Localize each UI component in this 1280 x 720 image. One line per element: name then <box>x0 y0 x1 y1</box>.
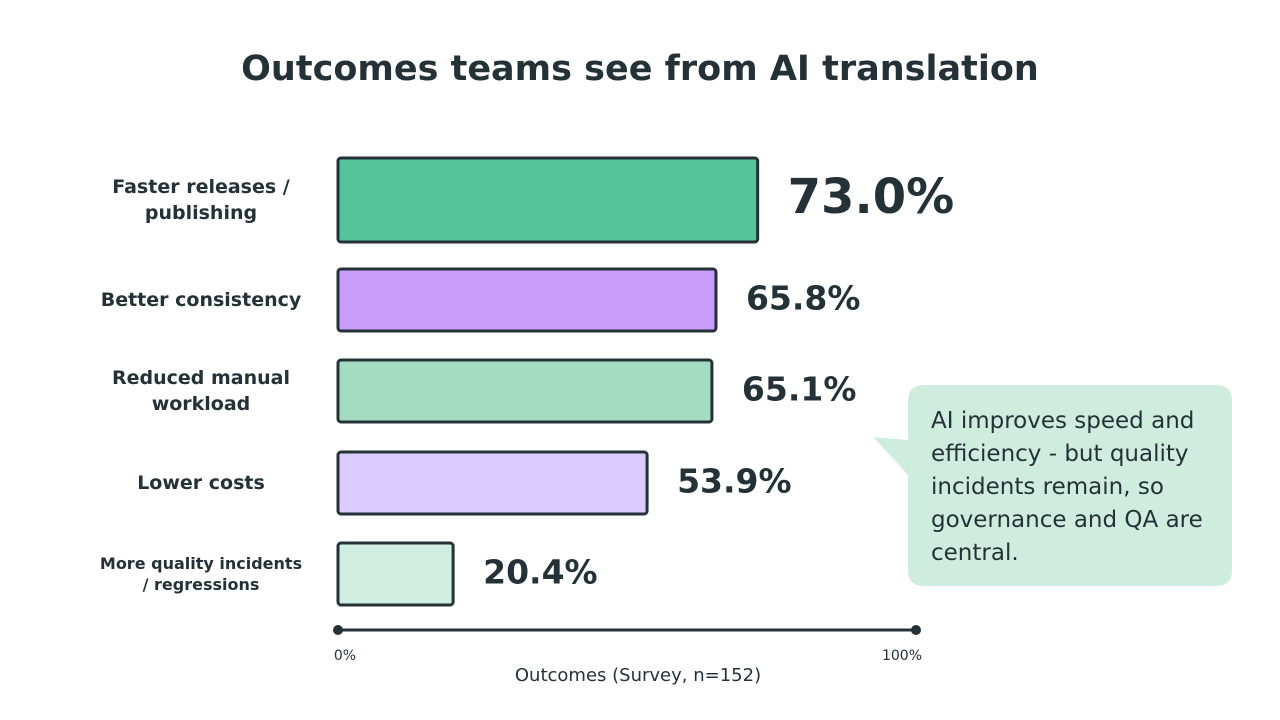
callout-text: AI improves speed and efficiency - but q… <box>931 408 1203 566</box>
x-tick-mark <box>911 625 921 635</box>
bar <box>336 156 760 244</box>
value-label: 53.9% <box>677 462 792 501</box>
value-label: 65.1% <box>742 370 857 409</box>
x-tick-mark <box>333 625 343 635</box>
x-tick-label: 0% <box>334 648 356 664</box>
bar <box>336 541 455 607</box>
x-tick-label: 100% <box>882 648 922 664</box>
callout-box <box>873 385 1232 586</box>
bar <box>336 450 649 516</box>
category-label: More quality incidents / regressions <box>99 554 303 594</box>
value-label: 20.4% <box>483 553 597 592</box>
chart-title: Outcomes teams see from AI translation <box>241 49 1039 89</box>
x-axis-label: Outcomes (Survey, n=152) <box>515 665 761 686</box>
bar <box>336 358 714 424</box>
category-label: Lower costs <box>137 472 265 494</box>
category-label: Better consistency <box>100 289 302 311</box>
value-label: 65.8% <box>746 279 861 318</box>
bar <box>336 267 718 333</box>
category-label: Faster releases / publishing <box>112 176 290 224</box>
category-label: Reduced manual workload <box>111 367 290 415</box>
value-label: 73.0% <box>788 169 955 225</box>
